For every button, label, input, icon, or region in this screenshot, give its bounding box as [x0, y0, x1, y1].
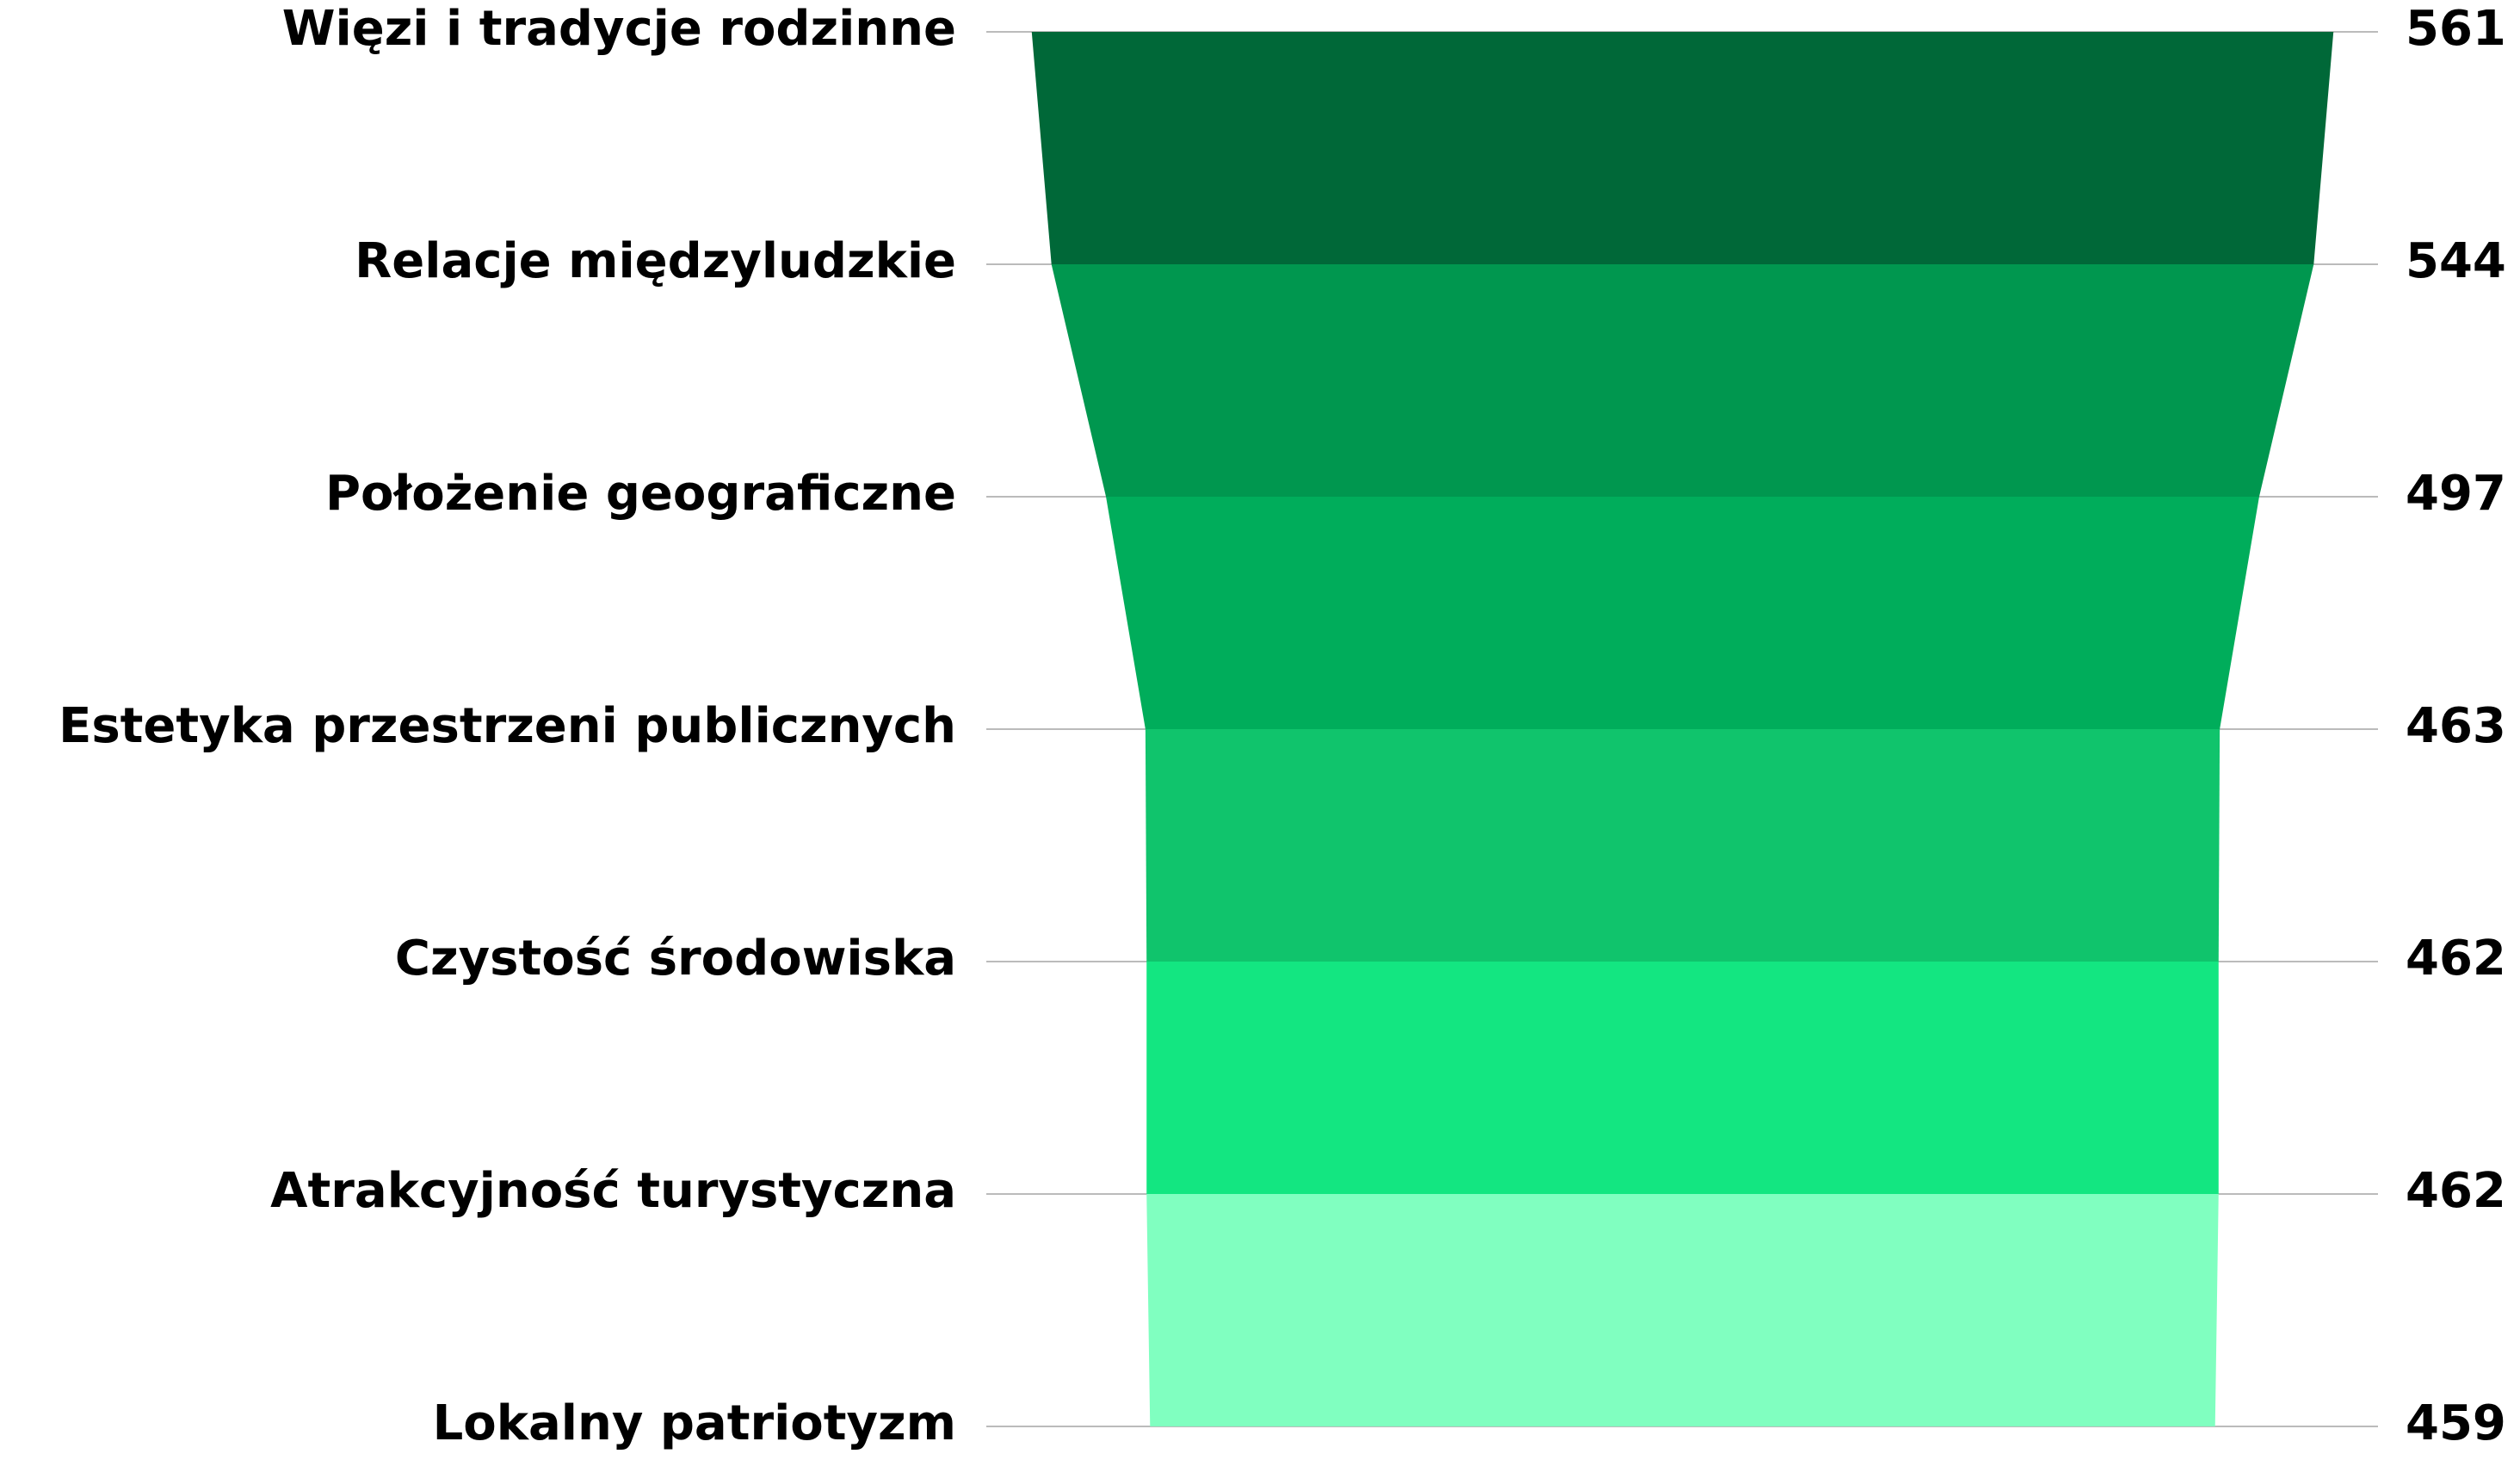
value-label: 462: [2406, 931, 2506, 987]
category-label: Czystość środowiska: [395, 931, 956, 987]
category-label: Więzi i tradycje rodzinne: [282, 1, 956, 57]
value-label: 459: [2406, 1395, 2506, 1451]
value-label: 544: [2406, 233, 2506, 289]
value-label: 497: [2406, 466, 2506, 522]
category-label: Estetyka przestrzeni publicznych: [59, 698, 956, 754]
value-label: 561: [2406, 1, 2506, 57]
category-label: Relacje międzyludzkie: [355, 233, 956, 289]
funnel-segment: [1145, 729, 2220, 962]
funnel-segment: [1051, 264, 2314, 497]
funnel-segment: [1031, 32, 2334, 264]
category-label: Atrakcyjność turystyczna: [270, 1163, 956, 1219]
funnel-segment: [1146, 962, 2219, 1194]
funnel-segment: [1106, 497, 2259, 729]
value-label: 463: [2406, 698, 2506, 754]
value-label: 462: [2406, 1163, 2506, 1219]
funnel-segment: [1146, 1194, 2219, 1426]
category-label: Położenie geograficzne: [325, 466, 956, 522]
category-label: Lokalny patriotyzm: [433, 1395, 956, 1451]
